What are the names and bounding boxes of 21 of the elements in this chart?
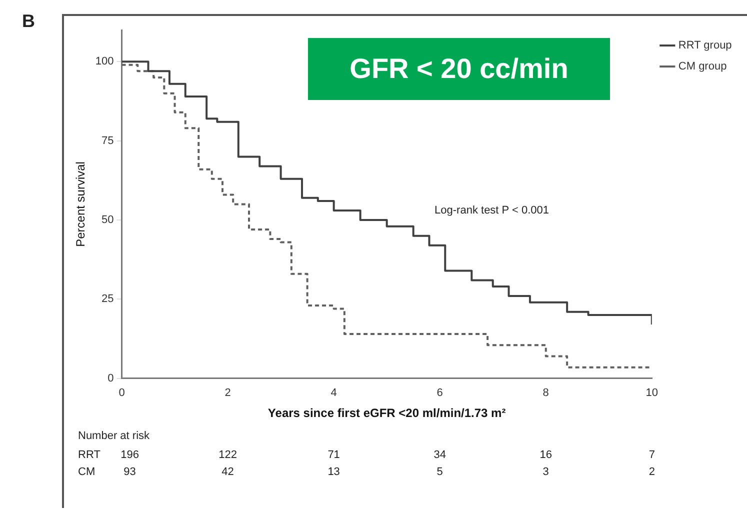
text: CM 93 42 13 5 3 2 xyxy=(78,466,655,478)
x-tick-label: 10 xyxy=(646,387,658,400)
y-tick-label: 100 xyxy=(95,56,114,68)
x-axis-title: Years since first eGFR <20 ml/min/1.73 m² xyxy=(268,406,506,420)
x-tick-label: 6 xyxy=(436,387,443,400)
x-tick-label: 8 xyxy=(542,387,549,400)
x-tick-label: 4 xyxy=(330,387,337,400)
text: B xyxy=(22,10,35,31)
legend-label: CM group xyxy=(678,60,727,73)
y-tick-label: 75 xyxy=(102,134,114,147)
annotation: Log-rank test P < 0.001 xyxy=(434,204,550,217)
text: GFR < 20 cc/min xyxy=(308,38,610,100)
legend-label: RRT group xyxy=(678,40,732,52)
y-tick-label: 25 xyxy=(102,293,114,306)
y-tick-label: 50 xyxy=(102,214,114,226)
x-tick-label: 0 xyxy=(118,387,125,400)
text: RRT 196 122 71 34 16 7 xyxy=(78,449,655,462)
y-tick-label: 0 xyxy=(108,372,114,384)
x-tick-label: 2 xyxy=(224,387,231,400)
text: Number at risk xyxy=(78,430,150,442)
y-axis-title: Percent survival xyxy=(74,162,88,247)
